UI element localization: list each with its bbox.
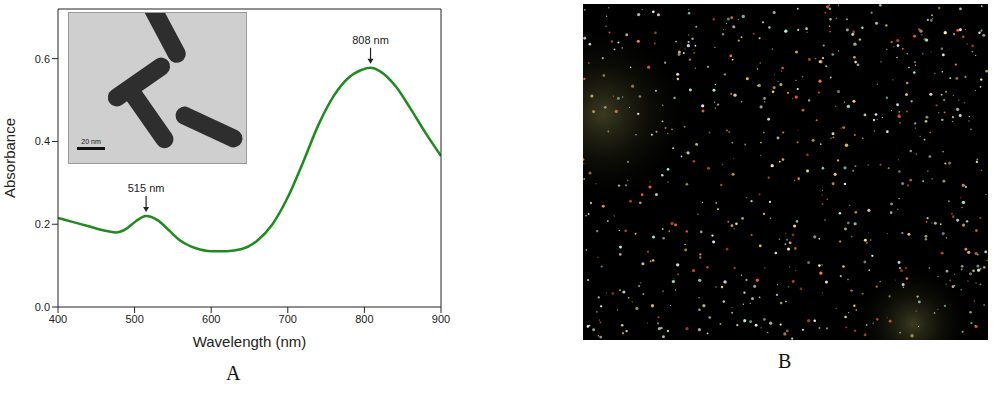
svg-text:900: 900	[432, 313, 450, 325]
svg-text:Absorbance: Absorbance	[1, 118, 18, 198]
svg-text:20 nm: 20 nm	[81, 138, 101, 145]
svg-text:808 nm: 808 nm	[352, 34, 389, 46]
html-text:B: B	[778, 350, 792, 372]
svg-text:500: 500	[125, 313, 143, 325]
svg-text:515 nm: 515 nm	[128, 182, 165, 194]
svg-text:0.4: 0.4	[35, 135, 50, 147]
svg-text:0.0: 0.0	[35, 301, 50, 313]
svg-text:700: 700	[279, 313, 297, 325]
svg-text:Wavelength (nm): Wavelength (nm)	[193, 333, 307, 350]
svg-text:600: 600	[202, 313, 220, 325]
svg-text:800: 800	[355, 313, 373, 325]
html-text:A: A	[226, 362, 241, 384]
svg-text:0.6: 0.6	[35, 53, 50, 65]
svg-text:400: 400	[49, 313, 67, 325]
svg-text:0.2: 0.2	[35, 218, 50, 230]
